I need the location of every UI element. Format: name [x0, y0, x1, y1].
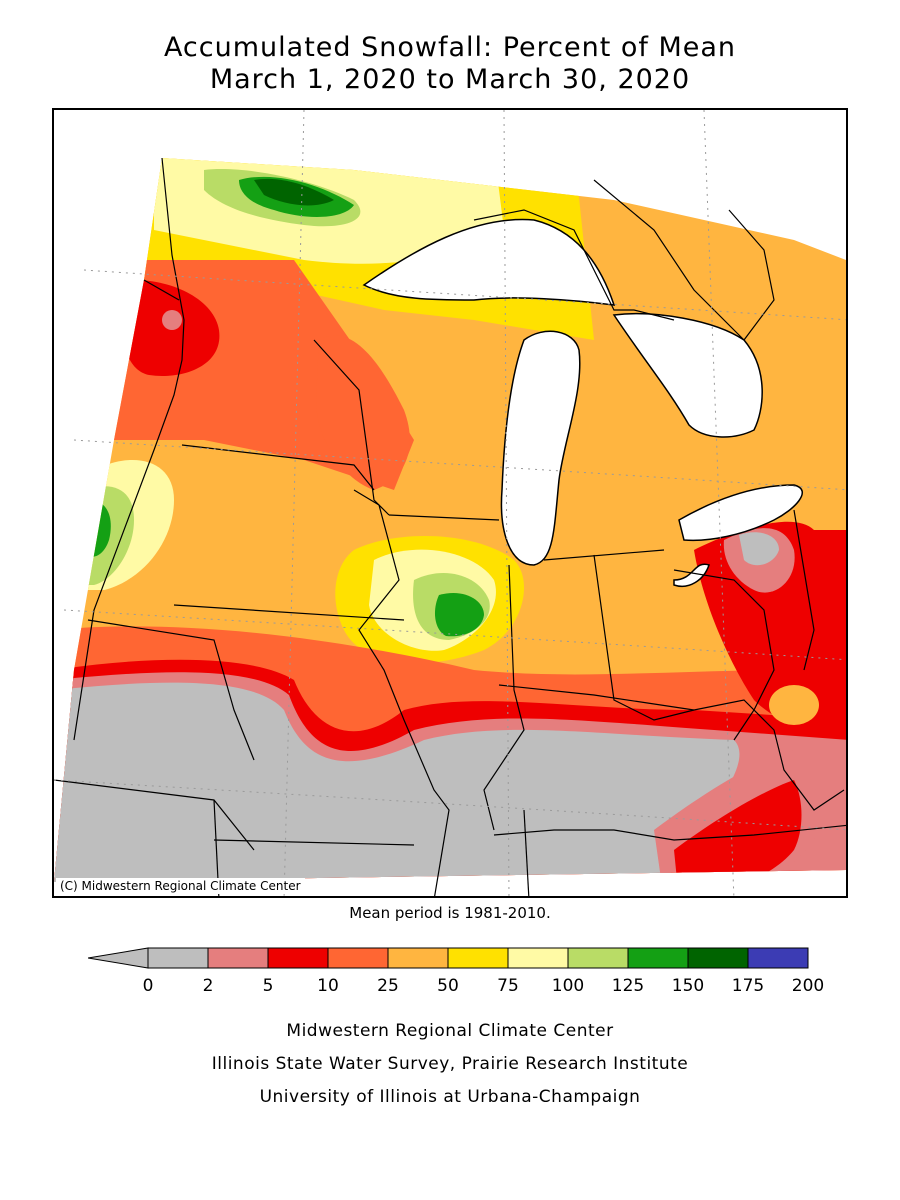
snowfall-map — [54, 110, 846, 896]
legend-tick-label: 100 — [551, 976, 585, 996]
boundary-ohio-river — [498, 684, 845, 811]
credit-line-1: Midwestern Regional Climate Center — [286, 1021, 614, 1041]
graticule-line — [283, 110, 305, 896]
contour-5-10-southeast — [674, 780, 802, 882]
boundary-wi-mn — [313, 339, 390, 516]
lake-erie — [678, 484, 803, 542]
mean-period-note: Mean period is 1981-2010. — [349, 904, 551, 922]
legend-tick-label: 2 — [202, 976, 214, 996]
boundary-ks-mo — [87, 619, 255, 761]
legend-tick-label: 200 — [791, 976, 825, 996]
boundary-oh-pa — [673, 569, 775, 741]
copyright-label: (C) Midwestern Regional Climate Center — [56, 878, 305, 894]
boundary-mo-ar — [213, 839, 415, 846]
boundary-ia-mo — [173, 604, 405, 621]
legend-swatch — [747, 947, 809, 969]
boundary-canada-mn — [143, 279, 180, 301]
boundary-mississippi — [353, 489, 450, 896]
legend-tick-label: 0 — [142, 976, 154, 996]
legend-swatch — [687, 947, 749, 969]
great-lakes — [362, 218, 803, 587]
boundary-canada-us — [473, 209, 675, 321]
graticule-line — [503, 110, 510, 896]
legend-swatch — [327, 947, 389, 969]
contour-2-5-northwest — [162, 310, 182, 330]
legend-swatch — [147, 947, 209, 969]
legend-tick-label: 150 — [671, 976, 705, 996]
graticule-line — [703, 110, 735, 896]
boundary-il-in — [483, 564, 525, 831]
contour-0-2-east — [739, 532, 779, 566]
contour-125-150-iowa — [434, 592, 484, 637]
contour-10-25-wisconsin — [316, 335, 410, 490]
lake-huron — [612, 312, 763, 438]
legend-colorbar — [88, 947, 809, 969]
legend-swatch — [567, 947, 629, 969]
lake-superior — [362, 218, 616, 306]
legend-below-arrow — [88, 947, 149, 969]
boundary-wi-il — [388, 514, 500, 521]
legend-tick-label: 5 — [262, 976, 274, 996]
legend-swatch — [507, 947, 569, 969]
legend-tick-label: 175 — [731, 976, 765, 996]
legend-tick-label: 75 — [497, 976, 519, 996]
map-title-line-2: March 1, 2020 to March 30, 2020 — [209, 64, 691, 95]
snowfall-contours — [54, 158, 846, 882]
boundary-in-oh — [593, 554, 695, 721]
legend-tick-label: 50 — [437, 976, 459, 996]
boundary-ky-tn-south — [523, 809, 530, 896]
lake-michigan — [500, 330, 581, 566]
legend-tick-label: 10 — [317, 976, 339, 996]
legend-tick-label: 25 — [377, 976, 399, 996]
boundary-mn-ia — [181, 444, 375, 491]
credit-line-2: Illinois State Water Survey, Prairie Res… — [211, 1054, 689, 1074]
legend-swatch — [447, 947, 509, 969]
map-title-line-1: Accumulated Snowfall: Percent of Mean — [163, 32, 737, 63]
legend-swatch — [627, 947, 689, 969]
graticule — [54, 110, 846, 896]
legend-swatch — [387, 947, 449, 969]
legend-swatch — [207, 947, 269, 969]
boundary-nd-mn-west — [73, 157, 185, 741]
boundary-ky-tn — [493, 824, 846, 841]
boundary-ontario-coast — [728, 209, 775, 341]
contour-5-10-east — [694, 521, 846, 733]
legend-swatch — [267, 947, 329, 969]
boundary-ontario-east — [593, 179, 745, 341]
contour-150-175-north — [254, 178, 334, 206]
contour-0-2-south — [54, 682, 740, 882]
credit-line-3: University of Illinois at Urbana-Champai… — [259, 1087, 641, 1107]
graticule-line — [63, 609, 846, 661]
boundary-pa-ny — [793, 509, 815, 671]
contour-25-50-east — [769, 685, 819, 725]
map-frame: (C) Midwestern Regional Climate Center — [52, 108, 848, 898]
legend-tick-label: 125 — [611, 976, 645, 996]
lake-st-clair — [673, 563, 710, 587]
graticule-line — [54, 779, 846, 831]
boundary-mi-in — [543, 549, 665, 561]
legend-swatches — [147, 947, 809, 969]
